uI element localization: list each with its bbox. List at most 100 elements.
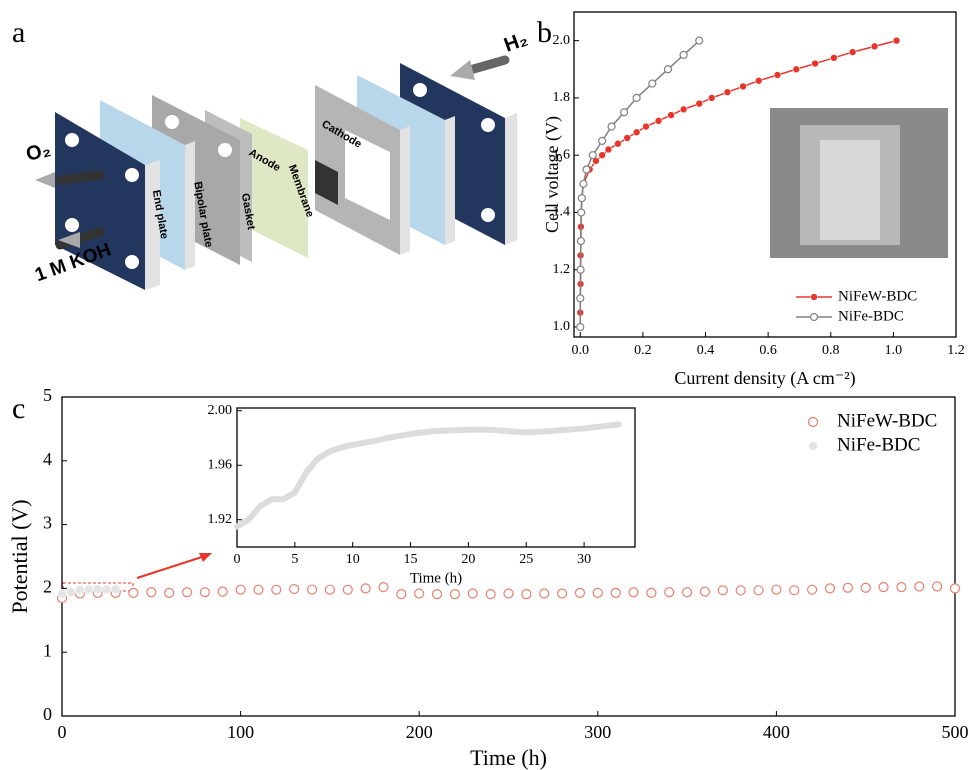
- data-point: [66, 587, 76, 598]
- data-point: [579, 179, 588, 188]
- plate-side: [505, 113, 517, 245]
- legend-label: NiFeW-BDC: [838, 288, 917, 304]
- data-point: [663, 65, 673, 74]
- data-point: [592, 587, 603, 598]
- y-tick-label: 3: [43, 513, 52, 533]
- plot-frame: [573, 11, 957, 338]
- panel-label: c: [12, 392, 25, 425]
- data-point: [75, 585, 85, 595]
- data-point: [614, 139, 622, 148]
- data-point: [842, 582, 853, 593]
- data-point: [699, 586, 711, 597]
- y-tick-label: 2: [43, 577, 52, 597]
- x-tick-label: 0: [234, 552, 241, 567]
- data-point: [807, 584, 818, 595]
- x-tick-label: 1.0: [885, 343, 903, 358]
- photo-device: [820, 140, 880, 240]
- y-axis-label: Potential (V): [7, 499, 32, 613]
- x-tick-label: 100: [227, 722, 254, 742]
- arrow: [58, 232, 80, 248]
- plot-frame: [61, 396, 956, 717]
- x-tick-label: 0: [58, 722, 67, 742]
- data-point: [664, 587, 675, 598]
- data-point: [810, 293, 818, 301]
- data-point: [574, 587, 586, 598]
- y-tick-label: 1.2: [553, 262, 571, 277]
- y-tick-label: 1.8: [553, 90, 571, 105]
- data-point: [739, 82, 747, 91]
- data-point: [707, 94, 716, 102]
- data-point: [679, 50, 688, 60]
- data-point: [360, 583, 371, 594]
- data-point: [556, 588, 568, 599]
- data-point: [83, 584, 94, 595]
- data-point: [396, 589, 407, 600]
- hole: [165, 115, 179, 129]
- y-tick-label: 1.0: [553, 319, 571, 334]
- x-tick-label: 0.6: [759, 343, 777, 358]
- plate-side: [445, 116, 455, 245]
- data-point: [128, 587, 139, 598]
- cathode-square: [315, 160, 338, 205]
- x-tick-label: 300: [584, 722, 611, 742]
- data-point: [598, 136, 607, 145]
- y-tick-label: 1.96: [208, 457, 233, 472]
- data-point: [789, 585, 800, 596]
- legend-label: NiFe-BDC: [837, 434, 920, 455]
- data-point: [807, 416, 819, 428]
- data-point: [289, 583, 300, 595]
- x-axis-label: Current density (A cm⁻²): [674, 368, 855, 389]
- data-point: [577, 194, 586, 203]
- data-point: [870, 42, 879, 51]
- data-point: [896, 582, 907, 593]
- data-point: [101, 584, 112, 595]
- data-point: [271, 584, 282, 595]
- x-tick-label: 25: [519, 552, 533, 567]
- y-tick-label: 1.92: [208, 512, 233, 527]
- y-tick-label: 2.0: [553, 33, 571, 48]
- plate-side: [400, 126, 410, 255]
- data-point: [576, 294, 585, 303]
- hole: [65, 218, 79, 232]
- x-tick-label: 0.2: [634, 343, 652, 358]
- y-tick-label: 2.00: [208, 403, 233, 418]
- data-point: [949, 583, 961, 594]
- data-point: [598, 151, 606, 159]
- x-tick-label: 200: [406, 722, 433, 742]
- arrow: [450, 60, 475, 80]
- data-point: [914, 581, 925, 592]
- data-point: [735, 585, 746, 596]
- data-point: [632, 93, 641, 103]
- y-tick-label: 5: [43, 385, 52, 405]
- plate-side: [185, 141, 195, 270]
- x-axis-label: Time (h): [470, 745, 547, 770]
- data-point: [610, 587, 621, 598]
- hole: [481, 118, 495, 132]
- data-point: [181, 587, 193, 598]
- data-point: [539, 588, 550, 599]
- x-tick-label: 0.8: [822, 343, 840, 358]
- data-point: [771, 584, 782, 595]
- data-point: [623, 134, 632, 142]
- data-point: [577, 208, 586, 217]
- series-line: [234, 421, 622, 530]
- hole: [481, 208, 495, 222]
- data-point: [892, 36, 901, 45]
- data-point: [306, 584, 318, 595]
- data-point: [414, 588, 425, 599]
- x-tick-label: 15: [404, 552, 418, 567]
- data-point: [811, 59, 819, 68]
- y-tick-label: 1.4: [553, 205, 571, 220]
- data-point: [679, 105, 688, 114]
- hole: [125, 255, 139, 269]
- data-point: [467, 588, 478, 599]
- data-point: [485, 589, 496, 600]
- hole: [218, 143, 232, 157]
- data-point: [607, 122, 616, 131]
- data-point: [235, 584, 246, 595]
- y-tick-label: 4: [43, 449, 52, 469]
- electrolyzer-diagram: O₂ 1 M KOH H₂ End plate Bipolar plate Ga…: [24, 28, 531, 290]
- data-point: [773, 71, 782, 79]
- data-point: [576, 265, 585, 274]
